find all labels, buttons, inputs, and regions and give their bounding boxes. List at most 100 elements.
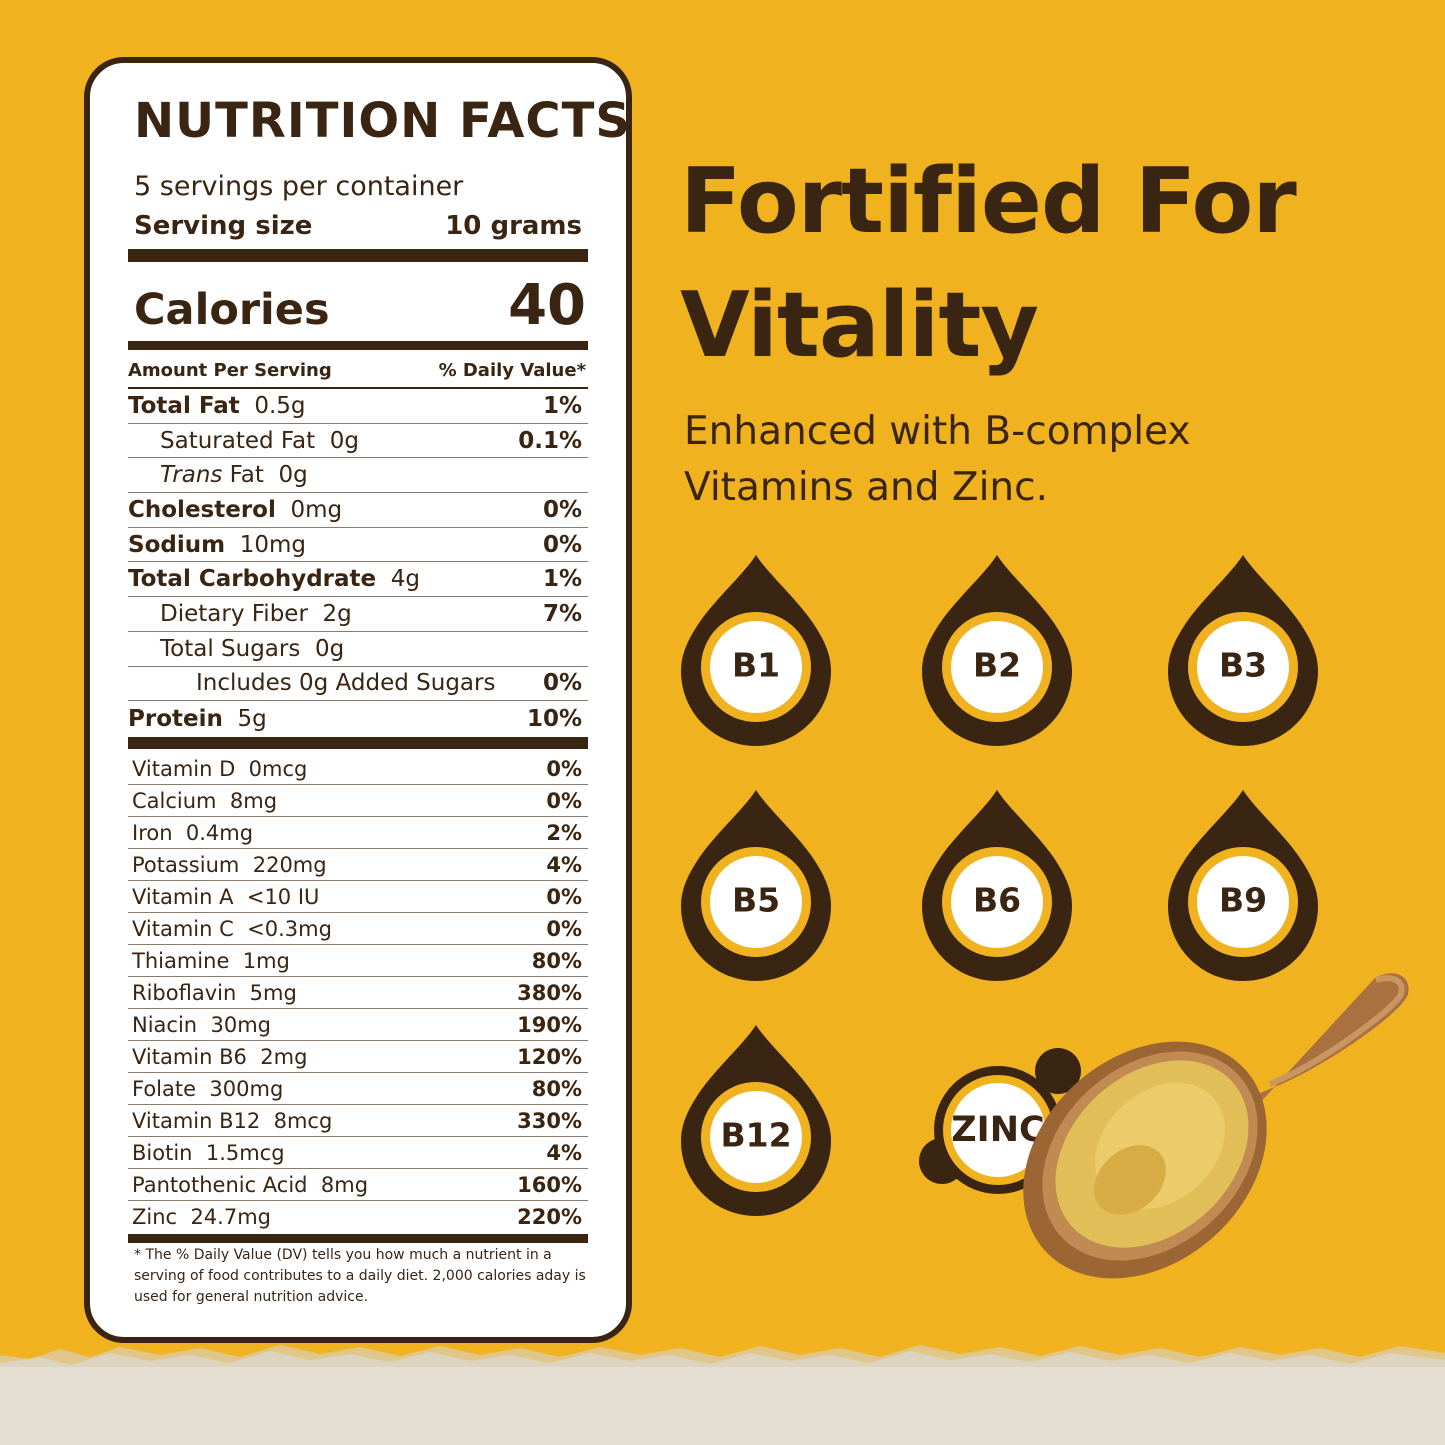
daily-value-footnote: * The % Daily Value (DV) tells you how m… — [134, 1247, 586, 1305]
nutrient-daily-value: 10% — [526, 705, 582, 732]
headline-line-1: Fortified For — [680, 149, 1297, 254]
nutrient-name: Total Carbohydrate — [128, 566, 377, 593]
nutrition-facts-panel: NUTRITION FACTS 5 servings per container… — [84, 57, 632, 1343]
servings-per-container: 5 servings per container — [134, 171, 464, 202]
nutrient-label: Protein 5g — [128, 706, 267, 732]
micronutrient-row: Thiamine 1mg 80% — [128, 945, 588, 977]
nutrient-name: Trans — [160, 462, 223, 489]
nutrient-daily-value: 7% — [542, 600, 582, 627]
nutrient-label: Saturated Fat 0g — [160, 428, 359, 454]
nutrient-label: Trans Fat 0g — [160, 462, 308, 488]
zinc-badge-label: ZINC — [951, 1110, 1045, 1150]
micronutrient-daily-value: 380% — [517, 980, 582, 1005]
micronutrient-daily-value: 0% — [546, 756, 582, 781]
nutrient-amount: 0mg — [290, 496, 343, 523]
nutrient-row: Sodium 10mg 0% — [128, 528, 588, 563]
vitamin-badge: B1 — [681, 553, 831, 748]
nutrient-name: Saturated Fat — [160, 427, 316, 454]
vitamin-drop-icon — [1168, 790, 1318, 981]
nutrient-label: Total Fat 0.5g — [128, 393, 306, 419]
serving-size-value: 10 grams — [445, 211, 582, 241]
powder-ground — [0, 1345, 1445, 1445]
nutrient-daily-value: 1% — [542, 566, 582, 593]
nutrient-name: Dietary Fiber — [160, 600, 308, 627]
micronutrient-name: Thiamine — [132, 948, 230, 973]
micronutrient-amount: 8mg — [229, 788, 278, 813]
micronutrient-label: Folate 300mg — [132, 1077, 283, 1101]
calories-label: Calories — [134, 285, 330, 335]
headline-line-2: Vitality — [680, 273, 1039, 378]
vitamin-drop-icon — [922, 790, 1072, 981]
nutrient-row: Protein 5g 10% — [128, 701, 588, 736]
micronutrient-daily-value: 4% — [546, 1140, 582, 1165]
vitamin-badge: B5 — [681, 788, 831, 983]
wooden-spoon-powder-image — [1023, 973, 1409, 1279]
nutrient-name: Total Sugars — [160, 635, 301, 662]
micronutrient-daily-value: 80% — [531, 948, 582, 973]
nutrient-daily-value: 0.1% — [518, 427, 582, 454]
nutrient-amount: 0g — [314, 635, 345, 662]
nutrient-row: Cholesterol 0mg 0% — [128, 493, 588, 528]
micronutrient-daily-value: 120% — [517, 1044, 582, 1069]
vitamin-drop-icon — [922, 555, 1072, 746]
micronutrient-name: Riboflavin — [132, 980, 237, 1005]
micronutrient-row: Calcium 8mg 0% — [128, 785, 588, 817]
micronutrient-name: Vitamin C — [132, 916, 234, 941]
micronutrient-name: Calcium — [132, 788, 217, 813]
serving-size: Serving size 10 grams — [134, 211, 582, 241]
micronutrient-daily-value: 0% — [546, 916, 582, 941]
micronutrient-amount: 24.7mg — [190, 1205, 271, 1229]
nutrient-amount: 0.5g — [254, 392, 306, 419]
nutrient-row: Saturated Fat 0g 0.1% — [128, 424, 588, 459]
medium-divider — [128, 341, 588, 350]
micronutrient-row: Iron 0.4mg 2% — [128, 817, 588, 849]
nutrient-amount: 4g — [390, 566, 420, 593]
nutrient-name-rest: Fat — [222, 462, 264, 489]
micronutrient-name: Niacin — [132, 1012, 198, 1037]
subheadline-line-1: Enhanced with B-complex — [684, 409, 1191, 454]
micronutrient-daily-value: 190% — [517, 1012, 582, 1037]
vitamin-badge-label: B5 — [731, 880, 781, 920]
micronutrient-label: Iron 0.4mg — [132, 821, 253, 845]
vitamin-badge: B9 — [1168, 788, 1318, 983]
micronutrient-row: Potassium 220mg 4% — [128, 849, 588, 881]
micronutrient-amount: 8mcg — [273, 1108, 333, 1133]
medium-divider — [128, 1234, 588, 1243]
vitamin-badge-label: B1 — [731, 645, 781, 685]
vitamin-badge-label: B3 — [1218, 645, 1268, 685]
micronutrient-label: Vitamin D 0mcg — [132, 757, 307, 781]
micronutrient-amount: <0.3mg — [247, 916, 332, 941]
nutrient-row: Trans Fat 0g — [128, 458, 588, 494]
vitamin-badge: B2 — [922, 553, 1072, 748]
micronutrient-amount: <10 IU — [246, 884, 320, 909]
vitamin-drop-icon — [1168, 555, 1318, 746]
nutrient-name: Cholesterol — [128, 496, 276, 523]
micronutrient-name: Pantothenic Acid — [132, 1172, 308, 1197]
nutrient-daily-value: 0% — [542, 531, 582, 558]
micronutrient-label: Riboflavin 5mg — [132, 981, 297, 1005]
micronutrient-daily-value: 0% — [546, 788, 582, 813]
micronutrient-amount: 5mg — [249, 980, 297, 1005]
amount-per-serving: Amount Per Serving — [128, 360, 332, 381]
vitamin-badge-label: B12 — [720, 1115, 792, 1155]
vitamin-badge-label: B6 — [972, 880, 1022, 920]
micronutrient-daily-value: 330% — [517, 1108, 582, 1133]
micronutrient-amount: 0mcg — [248, 756, 308, 781]
micronutrient-name: Folate — [132, 1076, 197, 1101]
subheadline-line-2: Vitamins and Zinc. — [684, 465, 1048, 510]
micronutrient-row: Zinc 24.7mg 220% — [128, 1201, 588, 1233]
micronutrient-label: Vitamin B6 2mg — [132, 1045, 307, 1069]
micronutrient-label: Thiamine 1mg — [132, 949, 290, 973]
vitamin-drop-icon — [681, 1025, 831, 1216]
nutrient-label: Includes 0g Added Sugars — [196, 670, 495, 696]
nutrition-facts-title: NUTRITION FACTS — [134, 93, 631, 149]
micronutrient-daily-value: 220% — [517, 1205, 582, 1229]
micronutrient-daily-value: 0% — [546, 884, 582, 909]
micronutrient-label: Vitamin B12 8mcg — [132, 1109, 332, 1133]
nutrient-label: Dietary Fiber 2g — [160, 601, 352, 627]
subheadline: Enhanced with B-complex Vitamins and Zin… — [684, 404, 1191, 516]
micronutrient-amount: 1.5mcg — [205, 1140, 285, 1165]
micronutrient-name: Vitamin A — [132, 884, 234, 909]
nutrient-label: Total Carbohydrate 4g — [128, 566, 420, 592]
nutrient-label: Cholesterol 0mg — [128, 497, 342, 523]
